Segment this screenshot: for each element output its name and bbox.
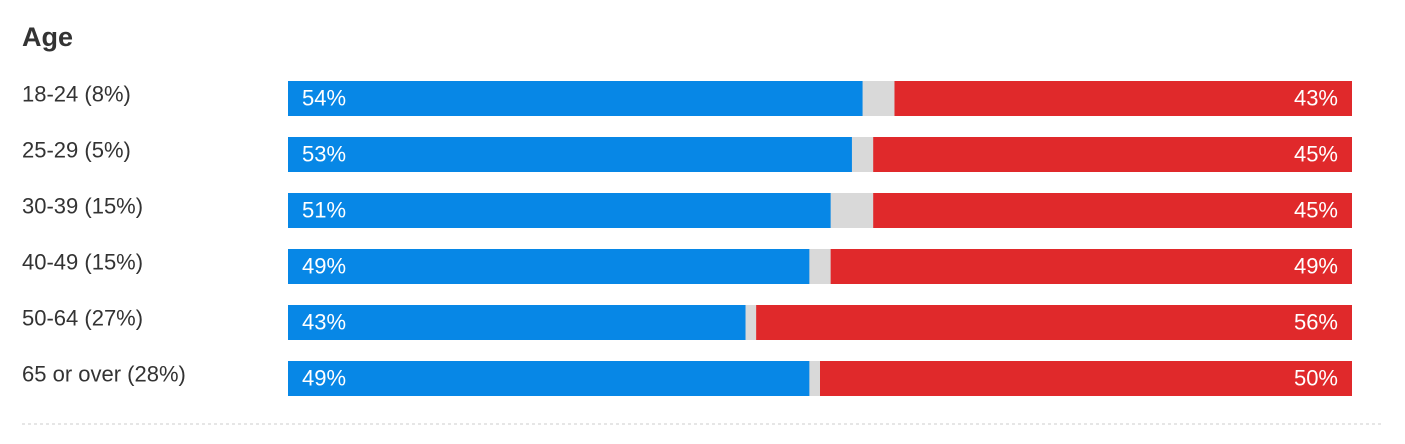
row-label: 50-64 (27%): [22, 305, 143, 330]
chart-title: Age: [22, 22, 73, 52]
value-label: 45%: [1294, 141, 1338, 166]
row-label: 30-39 (15%): [22, 193, 143, 218]
value-label: 45%: [1294, 197, 1338, 222]
value-label: 53%: [302, 141, 346, 166]
bar: [873, 137, 1352, 172]
value-label: 43%: [1294, 85, 1338, 110]
value-label: 56%: [1294, 309, 1338, 334]
bar: [288, 249, 810, 284]
value-label: 49%: [1294, 253, 1338, 278]
bar: [288, 193, 831, 228]
value-label: 49%: [302, 365, 346, 390]
bar: [288, 305, 746, 340]
row-label: 18-24 (8%): [22, 81, 131, 106]
row-label: 40-49 (15%): [22, 249, 143, 274]
bar: [288, 81, 863, 116]
value-label: 49%: [302, 253, 346, 278]
bar: [820, 361, 1352, 396]
value-label: 54%: [302, 85, 346, 110]
bar: [894, 81, 1352, 116]
bar: [288, 137, 852, 172]
bar: [873, 193, 1352, 228]
row-label: 65 or over (28%): [22, 361, 186, 386]
row-label: 25-29 (5%): [22, 137, 131, 162]
value-label: 51%: [302, 197, 346, 222]
bar: [756, 305, 1352, 340]
value-label: 50%: [1294, 365, 1338, 390]
bar: [288, 361, 810, 396]
bar: [830, 249, 1352, 284]
value-label: 43%: [302, 309, 346, 334]
